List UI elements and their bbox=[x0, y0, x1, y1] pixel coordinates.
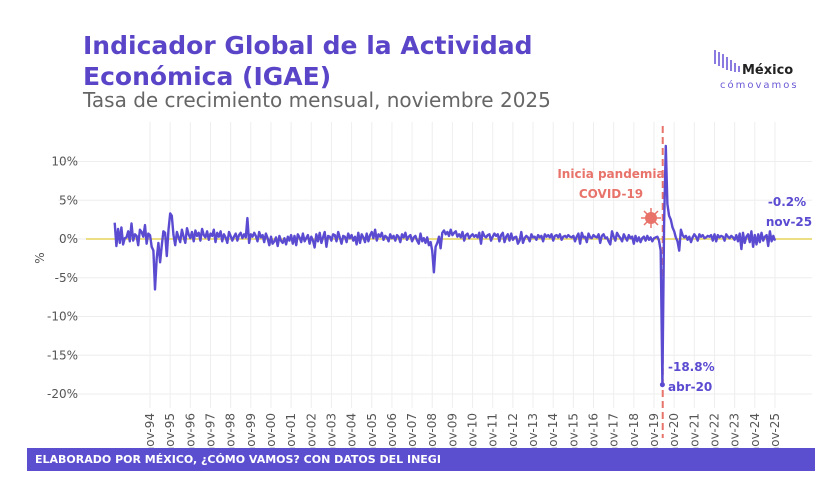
last-date-label: nov-25 bbox=[766, 215, 812, 229]
x-tick-label: nov-95 bbox=[163, 413, 177, 454]
x-tick-label: nov-02 bbox=[304, 413, 318, 454]
x-tick-label: nov-97 bbox=[203, 413, 217, 454]
y-tick-label: -5% bbox=[55, 271, 78, 285]
covid-annotation-line1: Inicia pandemia bbox=[557, 167, 664, 181]
x-tick-label: nov-96 bbox=[183, 413, 197, 454]
chart-subtitle: Tasa de crecimiento mensual, noviembre 2… bbox=[83, 88, 551, 112]
covid-annotation-line2: COVID-19 bbox=[579, 187, 643, 201]
x-tick-label: nov-09 bbox=[445, 413, 459, 454]
x-tick-label: nov-00 bbox=[264, 413, 278, 454]
y-tick-label: 0% bbox=[59, 232, 78, 246]
x-tick-label: nov-98 bbox=[224, 413, 238, 454]
y-tick-label: -15% bbox=[47, 348, 78, 362]
logo-text-comovamos: cómovamos bbox=[720, 79, 799, 91]
x-tick-label: nov-20 bbox=[667, 413, 681, 454]
chart-title: Indicador Global de la Actividad Económi… bbox=[83, 30, 533, 92]
mexico-como-vamos-logo: México cómovamos bbox=[712, 46, 807, 96]
x-tick-label: nov-07 bbox=[405, 413, 419, 454]
x-tick-label: nov-21 bbox=[687, 413, 701, 454]
x-tick-label: nov-10 bbox=[466, 413, 480, 454]
y-axis: 10% 5% 0% -5% -10% -15% -20% bbox=[47, 155, 78, 402]
x-tick-label: nov-99 bbox=[244, 413, 258, 454]
x-tick-label: nov-08 bbox=[425, 413, 439, 454]
x-tick-label: nov-04 bbox=[345, 413, 359, 454]
x-tick-label: nov-24 bbox=[748, 413, 762, 454]
x-tick-label: nov-18 bbox=[627, 413, 641, 454]
x-tick-label: nov-25 bbox=[768, 413, 782, 454]
x-tick-label: nov-12 bbox=[506, 413, 520, 454]
x-tick-label: nov-19 bbox=[647, 413, 661, 454]
last-value-label: -0.2% bbox=[768, 195, 806, 209]
x-tick-label: nov-17 bbox=[607, 413, 621, 454]
y-tick-label: -10% bbox=[47, 310, 78, 324]
footer-source-bar: ELABORADO POR MÉXICO, ¿CÓMO VAMOS? CON D… bbox=[27, 448, 815, 471]
x-tick-label: nov-23 bbox=[728, 413, 742, 454]
x-tick-label: nov-05 bbox=[365, 413, 379, 454]
y-tick-label: 10% bbox=[51, 155, 78, 169]
x-tick-label: nov-03 bbox=[324, 413, 338, 454]
x-tick-label: nov-06 bbox=[385, 413, 399, 454]
logo-text-mexico: México bbox=[742, 63, 793, 78]
title-line-1: Indicador Global de la Actividad bbox=[83, 31, 533, 60]
min-date-label: abr-20 bbox=[668, 380, 712, 394]
x-tick-label: nov-13 bbox=[526, 413, 540, 454]
x-tick-label: nov-94 bbox=[143, 413, 157, 454]
x-tick-label: nov-11 bbox=[486, 413, 500, 454]
y-tick-label: -20% bbox=[47, 387, 78, 401]
x-tick-label: nov-22 bbox=[707, 413, 721, 454]
x-tick-label: nov-15 bbox=[566, 413, 580, 454]
y-axis-label: % bbox=[33, 252, 47, 263]
title-line-2: Económica (IGAE) bbox=[83, 62, 332, 91]
y-tick-label: 5% bbox=[59, 193, 78, 207]
igae-series-line bbox=[113, 144, 777, 386]
x-axis: nov-94 nov-95 nov-96 nov-97 nov-98 nov-99 nov-… bbox=[143, 413, 782, 454]
logo-bars-icon: México cómovamos bbox=[714, 50, 799, 91]
min-point bbox=[659, 382, 665, 388]
virus-icon bbox=[641, 208, 661, 228]
x-tick-label: nov-16 bbox=[587, 413, 601, 454]
min-value-label: -18.8% bbox=[668, 360, 715, 374]
x-tick-label: nov-14 bbox=[546, 413, 560, 454]
x-tick-label: nov-01 bbox=[284, 413, 298, 454]
